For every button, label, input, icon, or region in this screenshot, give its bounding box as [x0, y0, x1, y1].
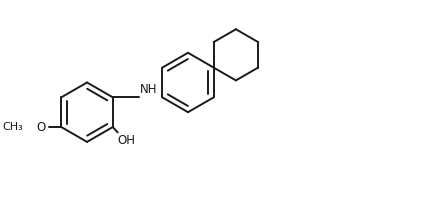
Text: CH₃: CH₃: [2, 122, 23, 132]
Text: OH: OH: [118, 134, 136, 148]
Text: NH: NH: [139, 83, 157, 96]
Text: O: O: [37, 121, 46, 134]
